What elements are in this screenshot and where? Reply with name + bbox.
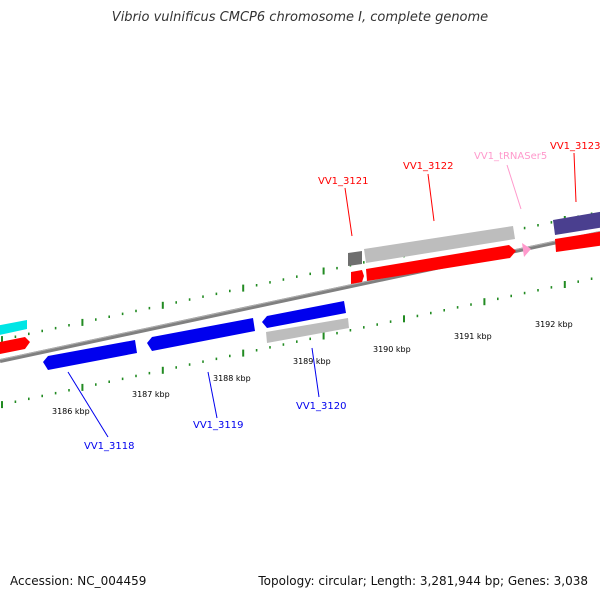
gene-red-left[interactable] (0, 337, 30, 355)
scale-label-3187: 3187 kbp (132, 390, 170, 399)
gene-grey-lower[interactable] (266, 318, 349, 343)
gene-cyan[interactable] (0, 320, 27, 336)
gene-vv1-3123[interactable] (553, 211, 600, 235)
scale-label-3192: 3192 kbp (535, 320, 573, 329)
label-vv1-trnaser5: VV1_tRNASer5 (474, 151, 547, 162)
gene-red-small[interactable] (351, 270, 364, 284)
label-vv1-3123: VV1_3123 (550, 141, 600, 152)
label-vv1-3118: VV1_3118 (84, 441, 135, 452)
label-vv1-3122: VV1_3122 (403, 161, 454, 172)
gene-red-right[interactable] (555, 231, 600, 252)
gene-vv1-3118[interactable] (43, 340, 137, 370)
gene-vv1-3122-pseudo[interactable] (364, 226, 515, 263)
label-vv1-3120: VV1_3120 (296, 401, 347, 412)
scale-label-3189: 3189 kbp (293, 357, 331, 366)
gene-vv1-3121[interactable] (348, 251, 362, 266)
map-title: Vibrio vulnificus CMCP6 chromosome I, co… (111, 10, 489, 25)
genome-summary-text: Topology: circular; Length: 3,281,944 bp… (258, 574, 588, 588)
gene-vv1-3122[interactable] (366, 245, 516, 281)
scale-label-3188: 3188 kbp (213, 374, 251, 383)
scale-label-3186: 3186 kbp (52, 407, 90, 416)
accession-text: Accession: NC_004459 (10, 574, 147, 588)
gene-vv1-3119[interactable] (147, 318, 255, 351)
scale-label-3191: 3191 kbp (454, 332, 492, 341)
label-vv1-3119: VV1_3119 (193, 420, 244, 431)
gene-vv1-trnaser5[interactable] (522, 243, 531, 257)
gene-vv1-3120[interactable] (262, 301, 346, 328)
scale-label-3190: 3190 kbp (373, 345, 411, 354)
lower-tick-track (1, 277, 593, 409)
label-vv1-3121: VV1_3121 (318, 176, 369, 187)
label-leaders (67, 152, 577, 438)
